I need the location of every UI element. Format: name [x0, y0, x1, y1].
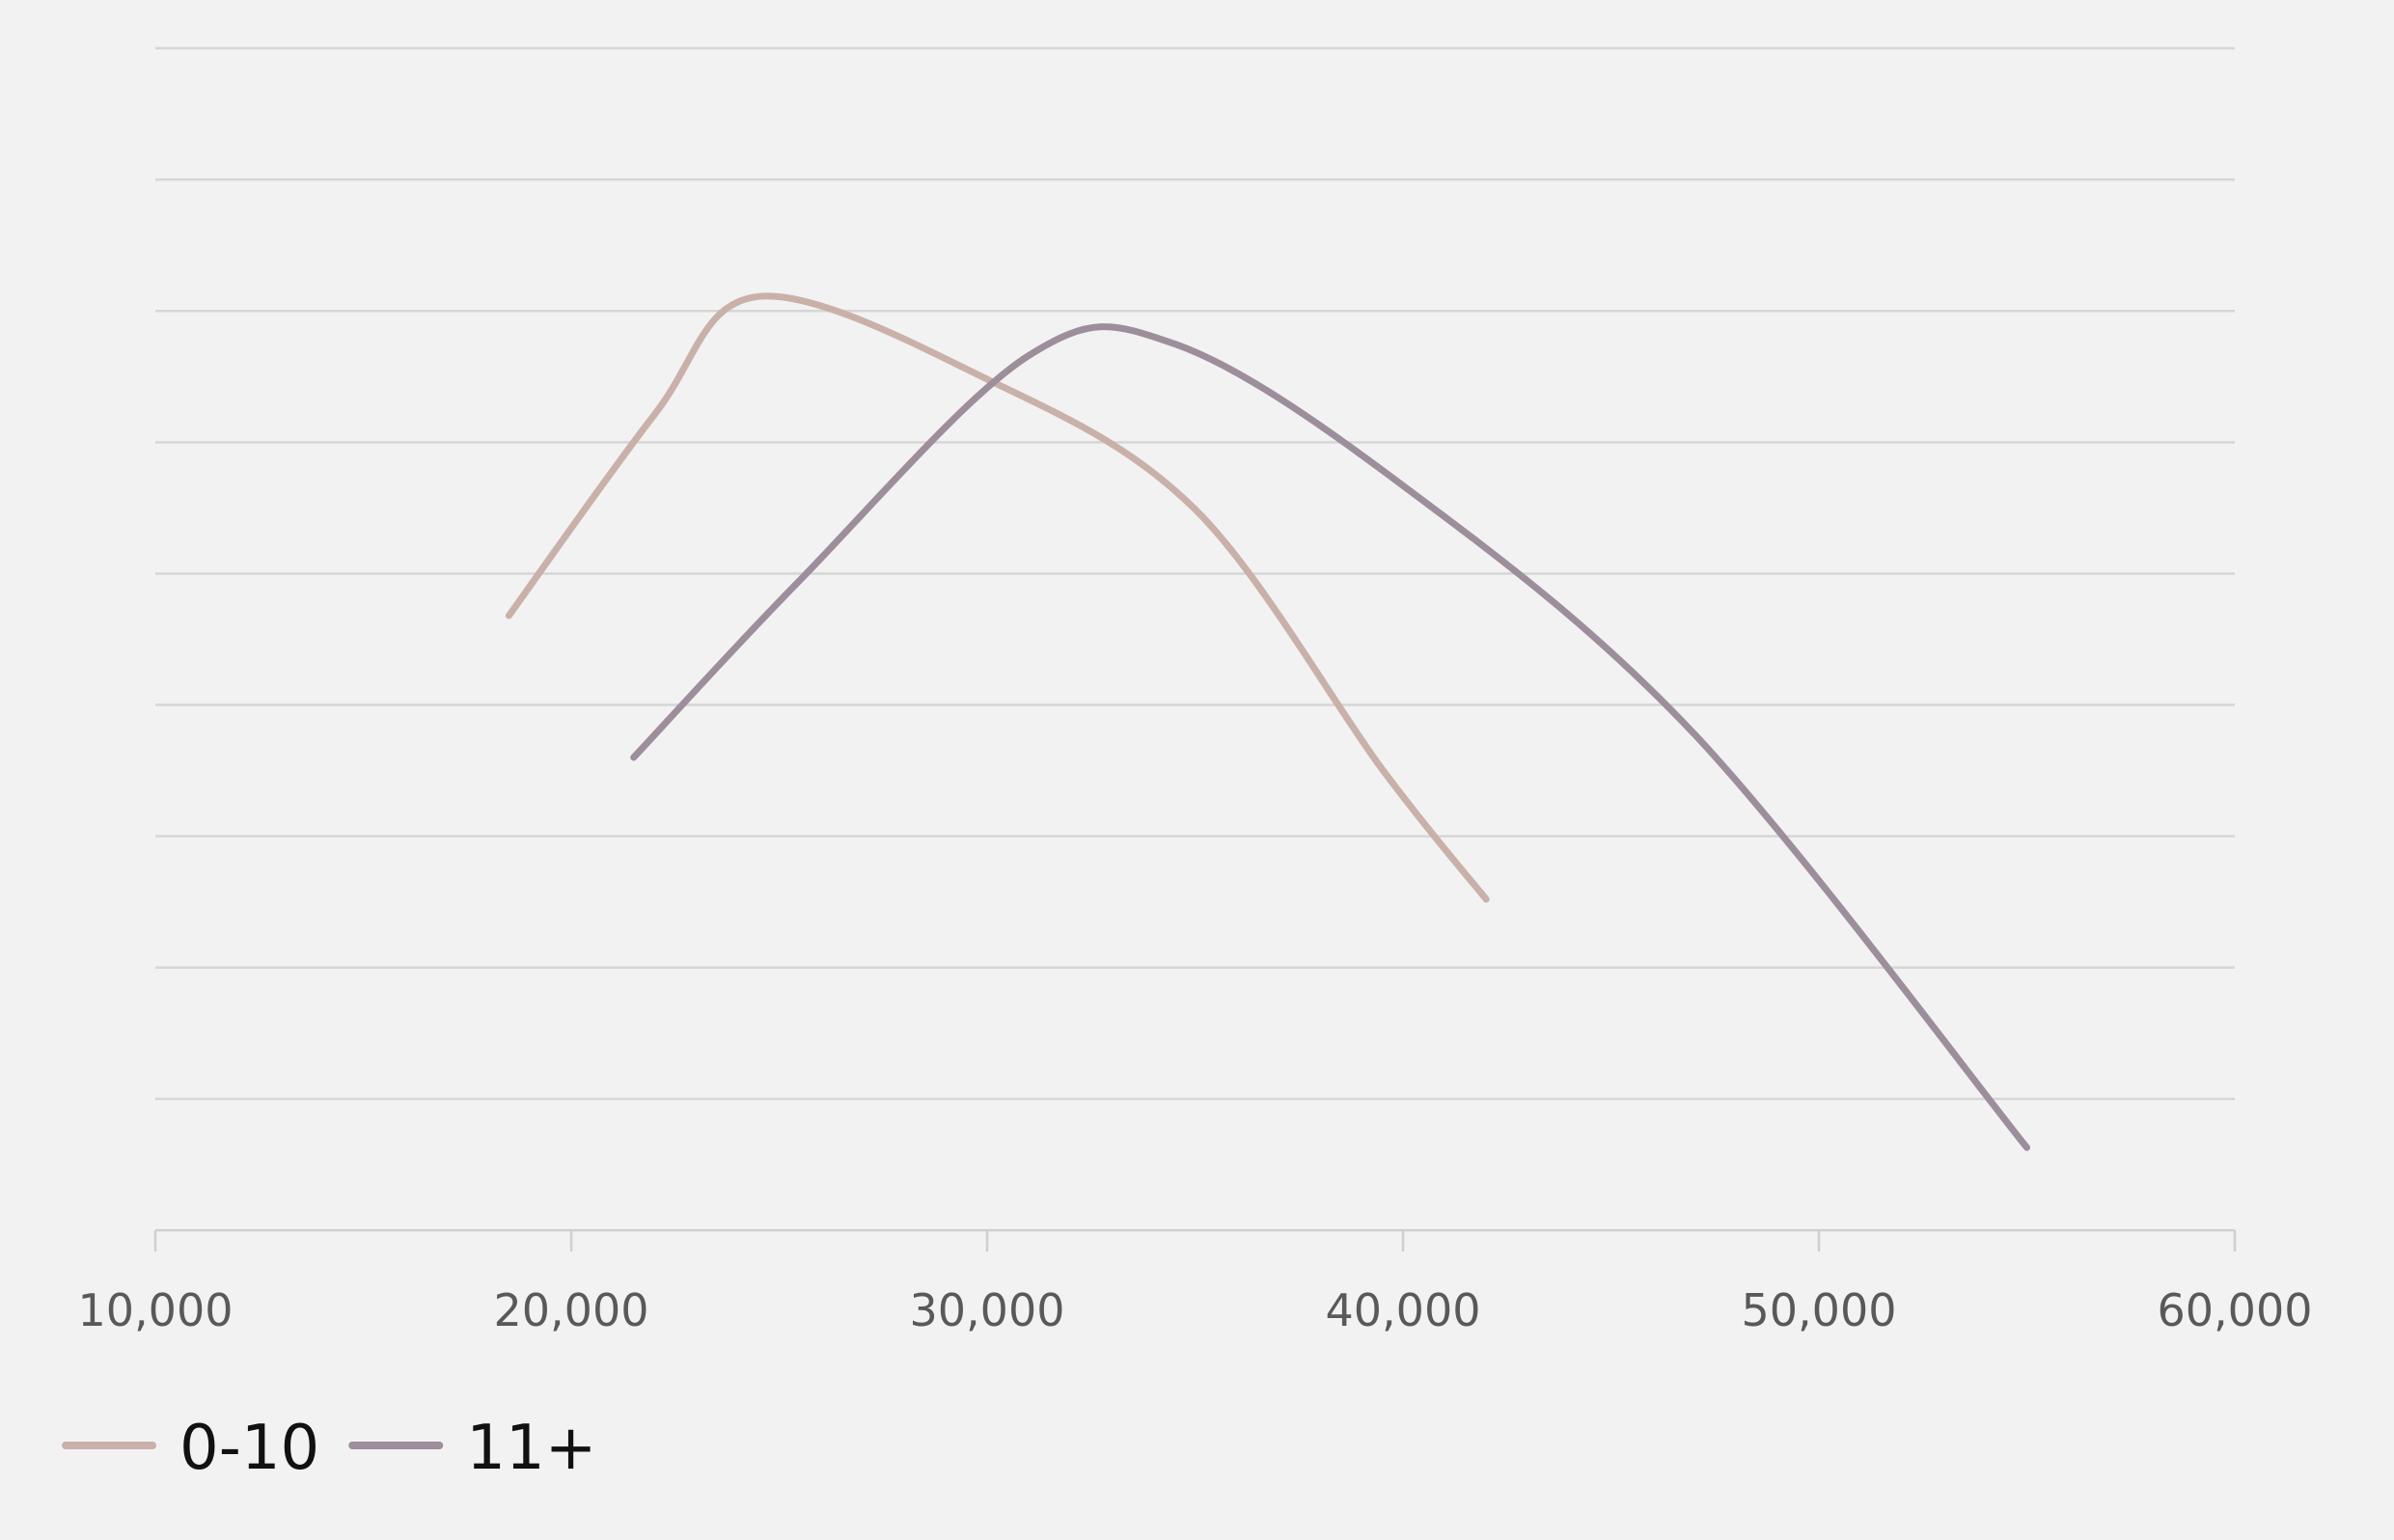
- legend-label: 11+: [466, 1413, 596, 1484]
- series-line-age-11-plus: [630, 323, 2030, 1151]
- x-axis: 10,000 20,000 30,000 40,000 50,000 60,000: [78, 1228, 2313, 1336]
- gridlines: [155, 46, 2235, 1101]
- x-tick-label: 40,000: [1326, 1284, 1481, 1336]
- x-tick-label: 50,000: [1742, 1284, 1897, 1336]
- x-tick-label: 30,000: [910, 1284, 1065, 1336]
- series-line-age-0-10: [505, 292, 1490, 903]
- legend-label: 0-10: [179, 1413, 319, 1484]
- legend: 0-10 11+: [62, 1413, 596, 1484]
- x-tick-label: 20,000: [494, 1284, 649, 1336]
- x-tick-label: 60,000: [2158, 1284, 2313, 1336]
- x-tick-label: 10,000: [78, 1284, 234, 1336]
- series-lines: [505, 292, 2030, 1151]
